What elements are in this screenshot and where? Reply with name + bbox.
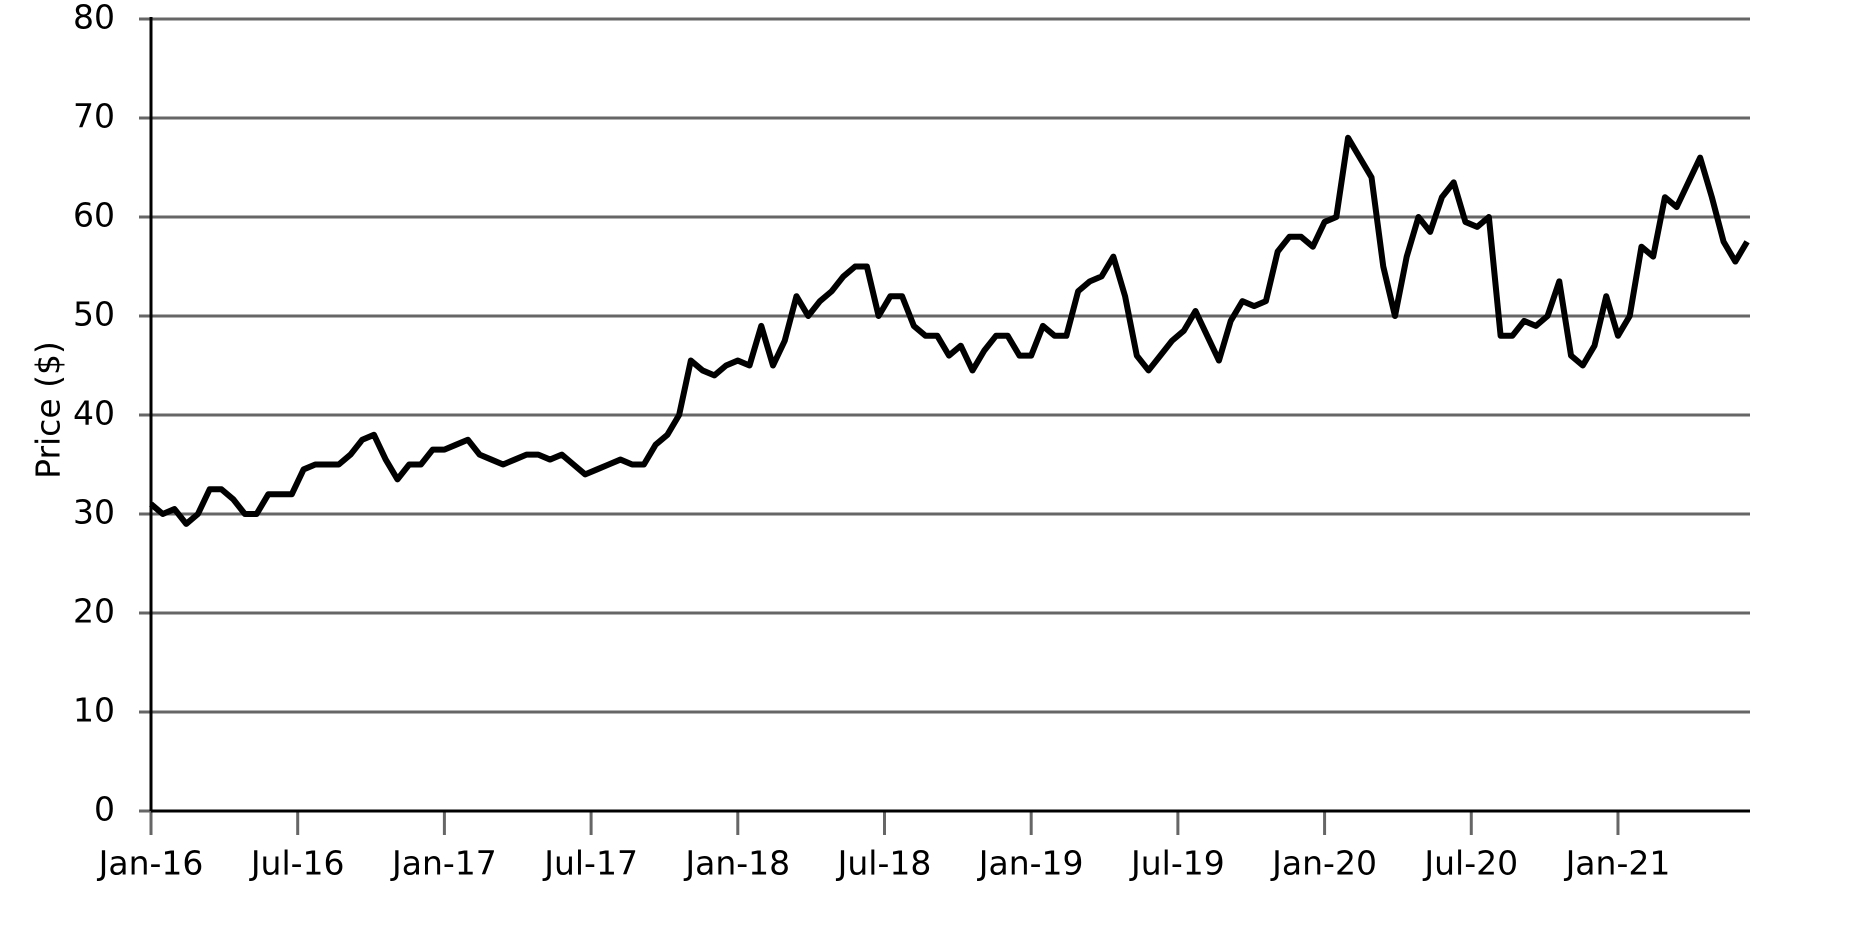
x-tick-label: Jul-16: [249, 844, 345, 883]
x-tick-label: Jan-16: [97, 844, 204, 883]
y-tick-label: 50: [73, 295, 115, 334]
x-tick-label: Jan-19: [977, 844, 1084, 883]
x-tick-label: Jul-20: [1422, 844, 1518, 883]
x-tick-label: Jul-19: [1129, 844, 1225, 883]
y-tick-label: 20: [73, 592, 115, 631]
x-tick-label: Jan-20: [1270, 844, 1377, 883]
price-line: [149, 134, 1750, 527]
x-tick-label: Jan-18: [683, 844, 790, 883]
x-tick-label: Jan-17: [390, 844, 497, 883]
y-tick-label: 10: [73, 691, 115, 730]
y-tick-label: 30: [73, 493, 115, 532]
y-axis-title: Price ($): [29, 341, 68, 479]
y-tick-label: 0: [94, 790, 115, 829]
x-tick-label: Jul-17: [542, 844, 638, 883]
x-tick-label: Jan-21: [1564, 844, 1671, 883]
y-tick-label: 40: [73, 394, 115, 433]
y-tick-label: 70: [73, 97, 115, 136]
y-tick-label: 80: [73, 0, 115, 37]
y-tick-label: 60: [73, 196, 115, 235]
x-tick-label: Jul-18: [836, 844, 932, 883]
